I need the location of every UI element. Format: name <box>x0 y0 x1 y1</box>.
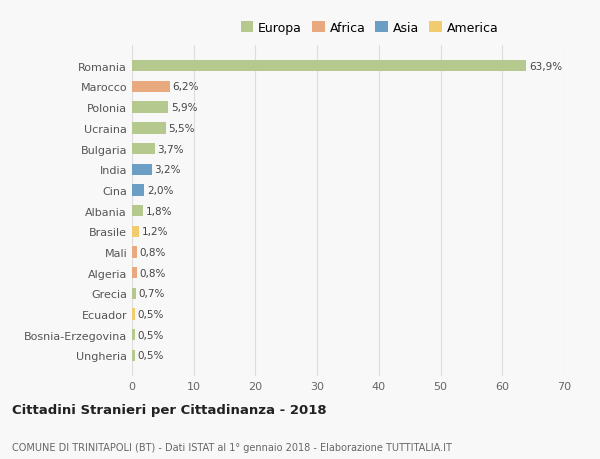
Bar <box>132 350 135 361</box>
Text: Cittadini Stranieri per Cittadinanza - 2018: Cittadini Stranieri per Cittadinanza - 2… <box>12 403 326 416</box>
Bar <box>132 185 145 196</box>
Text: 5,5%: 5,5% <box>169 123 195 134</box>
Bar <box>132 164 152 175</box>
Legend: Europa, Africa, Asia, America: Europa, Africa, Asia, America <box>238 19 501 37</box>
Bar <box>132 247 137 258</box>
Text: 1,2%: 1,2% <box>142 227 169 237</box>
Text: 0,5%: 0,5% <box>137 330 164 340</box>
Bar <box>132 226 139 237</box>
Text: 0,5%: 0,5% <box>137 309 164 319</box>
Bar <box>132 144 155 155</box>
Text: 0,5%: 0,5% <box>137 351 164 361</box>
Text: 1,8%: 1,8% <box>146 206 172 216</box>
Bar <box>132 288 136 299</box>
Text: 0,7%: 0,7% <box>139 289 165 299</box>
Text: 3,2%: 3,2% <box>154 165 181 175</box>
Text: 63,9%: 63,9% <box>529 62 562 72</box>
Bar <box>132 309 135 320</box>
Bar <box>132 102 169 113</box>
Text: 0,8%: 0,8% <box>139 268 166 278</box>
Bar <box>132 206 143 217</box>
Bar <box>132 61 526 72</box>
Bar <box>132 82 170 93</box>
Bar <box>132 330 135 341</box>
Text: 2,0%: 2,0% <box>147 185 173 196</box>
Text: 3,7%: 3,7% <box>157 144 184 154</box>
Text: 0,8%: 0,8% <box>139 247 166 257</box>
Text: COMUNE DI TRINITAPOLI (BT) - Dati ISTAT al 1° gennaio 2018 - Elaborazione TUTTIT: COMUNE DI TRINITAPOLI (BT) - Dati ISTAT … <box>12 442 452 452</box>
Text: 5,9%: 5,9% <box>171 103 197 113</box>
Bar <box>132 268 137 279</box>
Bar <box>132 123 166 134</box>
Text: 6,2%: 6,2% <box>173 82 199 92</box>
